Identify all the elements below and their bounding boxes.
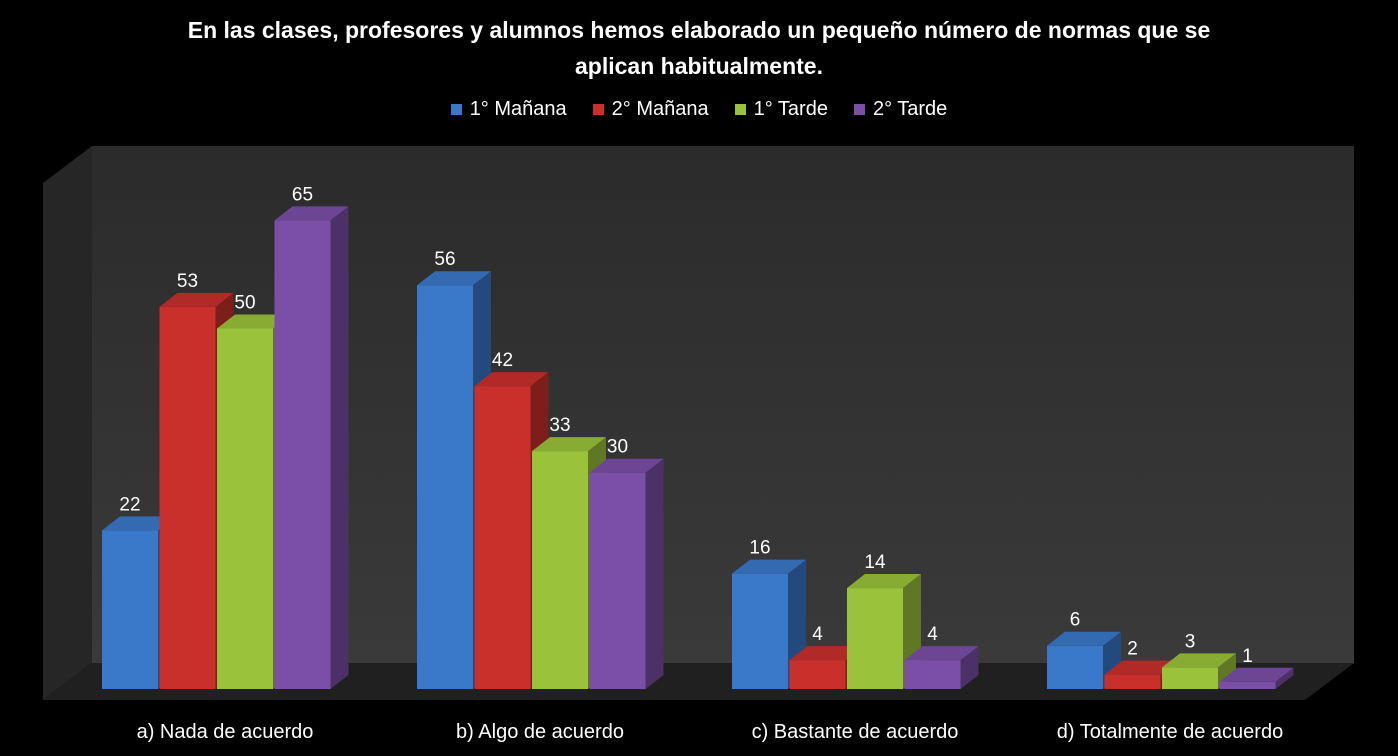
data-label-3-4: 3 xyxy=(1185,631,1196,652)
bar-top xyxy=(159,292,234,307)
bar-top xyxy=(474,372,549,387)
legend-swatch-series-2 xyxy=(592,103,604,115)
category-label-4: d) Totalmente de acuerdo xyxy=(1057,721,1283,743)
data-label-2-3: 4 xyxy=(812,624,823,645)
bar-front xyxy=(1047,645,1103,689)
bar-front xyxy=(102,530,158,689)
bar-side xyxy=(645,458,664,689)
data-label-4-1: 65 xyxy=(292,184,313,205)
data-label-4-3: 4 xyxy=(927,624,938,645)
bar-top xyxy=(1219,667,1294,682)
data-label-3-2: 33 xyxy=(549,415,570,436)
bar-top xyxy=(532,437,606,452)
bar-front xyxy=(732,573,788,689)
bar-top xyxy=(1104,660,1179,675)
legend: 1° Mañana 2° Mañana 1° Tarde 2° Tarde xyxy=(0,96,1398,122)
plot-side-wall xyxy=(43,146,92,700)
bars-layer xyxy=(102,206,1294,689)
data-label-3-1: 50 xyxy=(234,293,255,314)
data-label-1-2: 56 xyxy=(434,249,455,270)
chart-title: En las clases, profesores y alumnos hemo… xyxy=(187,17,1211,79)
bar-4-4 xyxy=(1219,667,1294,689)
data-label-2-4: 2 xyxy=(1127,639,1138,660)
bar-front xyxy=(217,328,273,689)
bar-top xyxy=(217,314,291,329)
bar-front xyxy=(1219,681,1276,689)
data-label-1-3: 16 xyxy=(749,538,770,559)
bar-4-1 xyxy=(274,206,349,689)
legend-label-series-2: 2° Mañana xyxy=(611,98,709,120)
legend-swatch-series-4 xyxy=(853,103,865,115)
bar-side xyxy=(1275,667,1294,689)
legend-label-series-1: 1° Mañana xyxy=(469,98,567,120)
bar-front xyxy=(532,451,588,689)
bar-front xyxy=(474,386,531,689)
bar-3-4 xyxy=(1162,653,1236,689)
bar-top xyxy=(1047,631,1121,646)
bar-4-2 xyxy=(589,458,664,689)
bar-1-3 xyxy=(732,559,806,689)
category-label-2: b) Algo de acuerdo xyxy=(456,721,624,743)
data-label-1-4: 6 xyxy=(1070,610,1081,631)
bar-front xyxy=(159,306,216,689)
bar-front xyxy=(1162,667,1218,689)
bar-top xyxy=(417,271,491,286)
category-label-1: a) Nada de acuerdo xyxy=(137,721,314,743)
plot-back-wall xyxy=(92,146,1354,663)
bar-front xyxy=(789,660,846,689)
bar-top xyxy=(847,574,921,589)
bar-front xyxy=(847,588,903,689)
data-label-2-2: 42 xyxy=(492,350,513,371)
category-label-3: c) Bastante de acuerdo xyxy=(752,721,959,743)
data-label-4-2: 30 xyxy=(607,437,628,458)
data-label-2-1: 53 xyxy=(177,271,198,292)
bar-side xyxy=(960,646,979,689)
bar-top xyxy=(904,646,979,661)
data-label-1-1: 22 xyxy=(119,494,140,515)
bar-front xyxy=(589,472,646,689)
data-label-4-4: 1 xyxy=(1242,646,1253,667)
bar-top xyxy=(274,206,349,221)
legend-item-series-1: 1° Mañana xyxy=(450,96,567,122)
bar-top xyxy=(1162,653,1236,668)
data-label-3-3: 14 xyxy=(864,552,886,573)
bar-side xyxy=(330,206,349,689)
legend-item-series-4: 2° Tarde xyxy=(853,96,948,122)
bar-top xyxy=(589,458,664,473)
bar-top xyxy=(102,516,176,531)
bar-front xyxy=(904,660,961,689)
legend-swatch-series-3 xyxy=(734,103,746,115)
bar-top xyxy=(789,646,864,661)
legend-swatch-series-1 xyxy=(450,103,462,115)
bar-top xyxy=(732,559,806,574)
legend-item-series-2: 2° Mañana xyxy=(592,96,709,122)
legend-label-series-4: 2° Tarde xyxy=(872,98,948,120)
legend-label-series-3: 1° Tarde xyxy=(753,98,828,120)
bar-4-3 xyxy=(904,646,979,689)
plot-floor xyxy=(43,663,1354,700)
bar-front xyxy=(417,285,473,689)
legend-item-series-3: 1° Tarde xyxy=(734,96,828,122)
bar-front xyxy=(274,220,331,689)
bar-front xyxy=(1104,674,1161,689)
